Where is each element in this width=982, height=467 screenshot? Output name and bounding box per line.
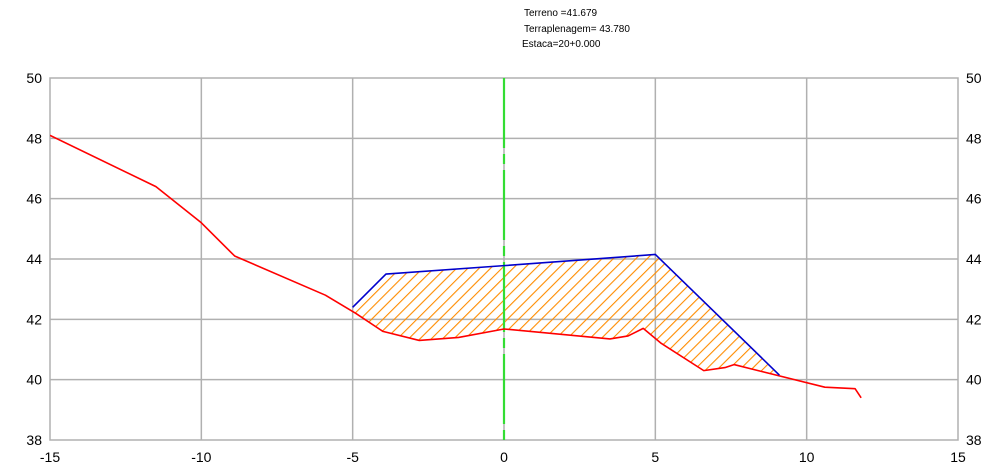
y-tick-label: 42 xyxy=(26,311,42,327)
terrain-line xyxy=(50,134,862,399)
y-tick-label: 38 xyxy=(26,432,42,448)
x-tick-label: 10 xyxy=(799,449,815,465)
y-tick-label-right: 50 xyxy=(966,70,982,86)
y-tick-label: 48 xyxy=(26,130,42,146)
x-tick-label: -5 xyxy=(346,449,359,465)
terreno-annotation: Terreno =41.679 xyxy=(524,8,598,19)
y-tick-label-right: 42 xyxy=(966,311,982,327)
x-tick-label: 15 xyxy=(950,449,966,465)
x-tick-label: -10 xyxy=(191,449,211,465)
y-tick-labels-right: 38 40 42 44 46 48 50 xyxy=(966,70,982,448)
x-tick-label: 0 xyxy=(500,449,508,465)
y-tick-label: 50 xyxy=(26,70,42,86)
y-tick-label: 44 xyxy=(26,251,42,267)
y-tick-label-right: 46 xyxy=(966,191,982,207)
series-lines xyxy=(50,134,862,399)
y-tick-label: 40 xyxy=(26,372,42,388)
y-tick-label-right: 48 xyxy=(966,130,982,146)
estaca-annotation: Estaca=20+0.000 xyxy=(522,39,601,50)
y-tick-label-right: 44 xyxy=(966,251,982,267)
x-tick-labels: -15 -10 -5 0 5 10 15 xyxy=(40,449,966,465)
x-tick-label: 5 xyxy=(651,449,659,465)
y-tick-label-right: 38 xyxy=(966,432,982,448)
y-tick-label-right: 40 xyxy=(966,372,982,388)
y-tick-label: 46 xyxy=(26,191,42,207)
cut-fill-hatch xyxy=(352,254,780,376)
cut-fill-area xyxy=(352,254,780,376)
terraplenagem-annotation: Terraplenagem= 43.780 xyxy=(524,24,630,35)
x-tick-label: -15 xyxy=(40,449,60,465)
platform-line xyxy=(352,253,780,376)
y-tick-labels-left: 38 40 42 44 46 48 50 xyxy=(26,70,42,448)
